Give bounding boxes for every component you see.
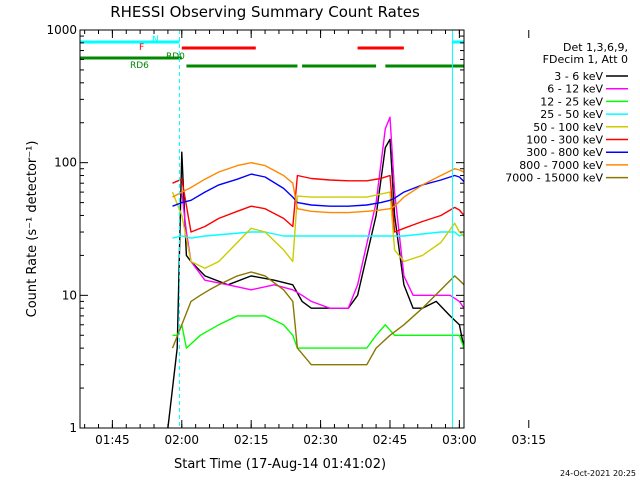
legend-header: FDecim 1, Att 0 xyxy=(543,53,628,66)
y-tick-label: 100 xyxy=(54,156,77,170)
y-axis-label: Count Rate (s⁻¹ detector⁻¹) xyxy=(25,141,40,318)
x-tick-label: 02:30 xyxy=(303,433,338,447)
x-tick-label: 01:45 xyxy=(95,433,130,447)
x-tick-label: 03:15 xyxy=(511,433,546,447)
series-line-7 xyxy=(172,161,464,214)
footer-date: 24-Oct-2021 20:25 xyxy=(560,469,636,478)
plot-area xyxy=(79,29,465,429)
legend-label: 6 - 12 keV xyxy=(547,83,603,96)
y-tick-label: 1 xyxy=(69,421,77,435)
legend-label: 3 - 6 keV xyxy=(554,70,603,83)
x-tick-label: 02:00 xyxy=(164,433,199,447)
series-line-8 xyxy=(171,271,464,366)
plot-frame xyxy=(79,29,465,429)
flag-label-rd6: RD6 xyxy=(130,61,149,71)
x-tick-label: 02:45 xyxy=(373,433,408,447)
series-line-5 xyxy=(172,174,464,233)
flag-label-n: N xyxy=(152,35,159,45)
legend-label: 12 - 25 keV xyxy=(540,95,603,108)
y-axis: 1 10 100 1000 xyxy=(46,23,464,435)
series-line-0 xyxy=(167,138,464,428)
legend-header: Det 1,3,6,9, xyxy=(563,41,628,54)
series-layer xyxy=(167,116,464,428)
x-axis-label: Start Time (17-Aug-14 01:41:02) xyxy=(174,457,386,472)
series-line-1 xyxy=(181,116,464,309)
legend-label: 7000 - 15000 keV xyxy=(505,172,603,185)
y-tick-label: 10 xyxy=(62,288,77,302)
flags-layer xyxy=(80,40,464,68)
legend-label: 800 - 7000 keV xyxy=(519,159,603,172)
x-tick-label: 03:00 xyxy=(442,433,477,447)
flag-label-f: F xyxy=(139,43,144,53)
chart-title: RHESSI Observing Summary Count Rates xyxy=(110,3,420,21)
series-line-4 xyxy=(171,191,464,269)
vline-layer xyxy=(178,30,453,428)
x-tick-label: 02:15 xyxy=(234,433,269,447)
series-line-2 xyxy=(172,315,464,349)
x-axis: 01:45 02:00 02:15 02:30 02:45 03:00 03:15 xyxy=(84,30,546,447)
flag-label-rd0: RD0 xyxy=(166,52,185,62)
y-tick-label: 1000 xyxy=(46,23,77,37)
legend-label: 300 - 800 keV xyxy=(526,146,603,159)
legend-label: 25 - 50 keV xyxy=(540,108,603,121)
legend-label: 50 - 100 keV xyxy=(533,121,603,134)
legend-label: 100 - 300 keV xyxy=(526,134,603,147)
series-line-3 xyxy=(172,231,464,239)
